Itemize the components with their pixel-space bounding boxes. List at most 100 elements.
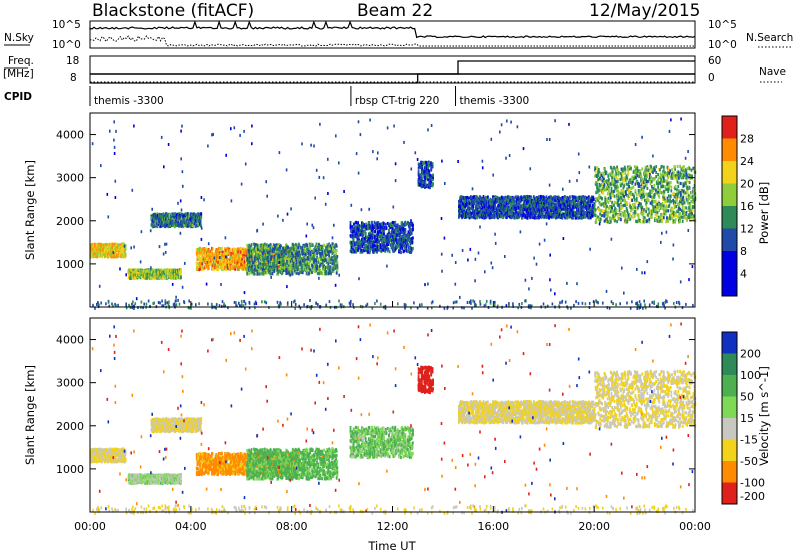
power-cell: [318, 258, 320, 261]
power-cell: [374, 230, 376, 233]
power-cell: [304, 245, 306, 248]
power-cell: [412, 224, 414, 227]
power-cell: [180, 276, 182, 279]
power-cell: [392, 224, 394, 227]
power-cell: [229, 252, 231, 255]
noise-left-label: N.Sky: [4, 32, 34, 44]
power-cell: [305, 253, 307, 256]
power-cell: [246, 272, 248, 275]
power-cell: [364, 237, 366, 240]
power-cell: [313, 269, 315, 272]
power-cell: [221, 247, 223, 250]
power-cell: [328, 254, 330, 257]
power-cell: [125, 248, 127, 251]
power-cell: [411, 232, 413, 235]
power-cell: [200, 222, 202, 225]
power-cell: [321, 272, 323, 275]
power-cell: [295, 259, 297, 262]
power-cell: [217, 268, 219, 271]
power-cell: [258, 270, 260, 273]
power-cell: [260, 252, 262, 255]
power-cell: [285, 251, 287, 254]
power-cell: [277, 266, 279, 269]
power-cell: [336, 272, 338, 275]
power-cell: [270, 272, 272, 275]
cpid-segment-label: rbsp CT-trig 220: [355, 95, 439, 107]
power-cell: [374, 244, 376, 247]
power-cell: [432, 182, 434, 185]
freq-label-line1: Freq.: [8, 55, 34, 67]
power-cell: [240, 247, 242, 250]
power-cell: [389, 250, 391, 253]
power-cell: [312, 265, 314, 268]
power-cell: [273, 270, 275, 273]
power-cell: [328, 265, 330, 268]
power-cell: [248, 244, 250, 247]
power-cell: [336, 261, 338, 264]
power-cell: [212, 247, 214, 250]
power-cell: [385, 223, 387, 226]
cpid-label: CPID: [4, 91, 32, 103]
freq-panel: Freq. [MHz] 18 8 60 0 Nave: [3, 55, 786, 84]
power-cell: [180, 270, 182, 273]
power-cell: [432, 174, 434, 177]
power-cell: [237, 247, 239, 250]
power-cell: [412, 236, 414, 239]
freq-series: [90, 61, 695, 83]
power-cell: [259, 272, 261, 275]
noise-right-tick-top: 10^5: [708, 19, 737, 31]
power-cell: [386, 226, 388, 229]
power-cell: [316, 267, 318, 270]
cpid-segment-label: themis -3300: [460, 95, 530, 107]
noise-right-label: N.Search: [746, 32, 793, 44]
power-cell: [359, 226, 361, 229]
power-cell: [397, 223, 399, 226]
power-cell: [208, 266, 210, 269]
power-cell: [336, 244, 338, 247]
power-cell: [336, 266, 338, 269]
station-title: Blackstone (fitACF): [92, 1, 254, 21]
power-cell: [350, 221, 352, 224]
power-cell: [275, 255, 277, 258]
power-cell: [394, 221, 396, 224]
noise-left-tick-bottom: 10^0: [52, 39, 81, 51]
power-cell: [200, 216, 202, 219]
power-cell: [285, 255, 287, 258]
power-cell: [328, 272, 330, 275]
nave-tick-top: 60: [708, 55, 721, 67]
power-cell: [251, 243, 253, 246]
freq-label-line2: [MHz]: [3, 68, 34, 80]
power-cell: [371, 221, 373, 224]
power-cell: [287, 246, 289, 249]
power-cell: [248, 272, 250, 275]
power-cell: [251, 247, 253, 250]
plot-svg: Blackstone (fitACF) Beam 22 12/May/2015 …: [0, 0, 800, 554]
power-cell: [365, 240, 367, 243]
power-cell: [229, 249, 231, 252]
power-cell: [323, 244, 325, 247]
power-cell: [410, 242, 412, 245]
power-cell: [200, 212, 202, 215]
power-cell: [412, 247, 414, 250]
date-title: 12/May/2015: [589, 1, 701, 21]
freq-tick-bottom: 8: [70, 72, 77, 84]
power-cell: [218, 247, 220, 250]
power-cell: [365, 232, 367, 235]
power-cell: [246, 244, 248, 247]
power-cell: [255, 262, 257, 265]
power-cell: [312, 243, 314, 246]
power-cell: [428, 170, 430, 173]
noise-panel: N.Sky 10^5 10^0 10^5 10^0 N.Search: [4, 19, 793, 51]
power-cell: [355, 221, 357, 224]
nave-line: [90, 61, 695, 83]
cpid-segment-label: themis -3300: [94, 95, 164, 107]
freq-tick-top: 18: [66, 55, 79, 67]
nave-tick-bottom: 0: [708, 72, 715, 84]
power-cell: [197, 262, 199, 265]
power-cell: [272, 272, 274, 275]
power-cell: [411, 241, 413, 244]
noise-left-tick-top: 10^5: [52, 19, 81, 31]
power-cell: [125, 254, 127, 257]
power-cell: [357, 221, 359, 224]
